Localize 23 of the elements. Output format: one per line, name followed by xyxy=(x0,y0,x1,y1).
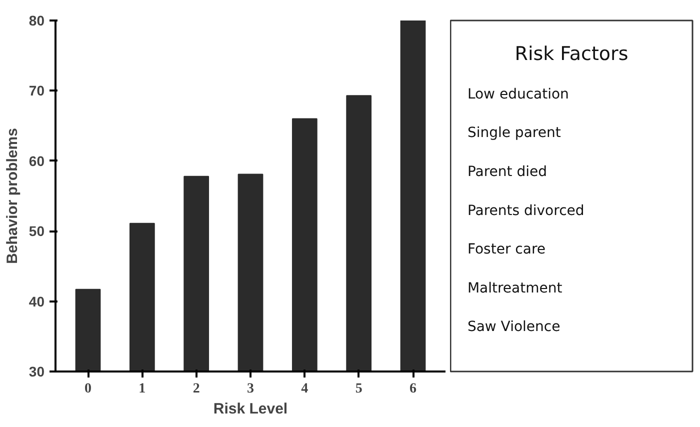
y-tick-label: 80 xyxy=(28,12,45,28)
text: Saw Violence xyxy=(467,319,560,336)
y-tick-label: 50 xyxy=(28,223,45,240)
x-tick-label: 5 xyxy=(355,382,362,396)
x-tick-label: 2 xyxy=(192,382,200,396)
y-tick-label: 70 xyxy=(28,82,45,99)
x-tick-label: 1 xyxy=(138,382,146,396)
text: Single parent xyxy=(467,125,562,142)
text: Maltreatment xyxy=(467,280,563,296)
x-tick-label: 3 xyxy=(247,382,254,396)
y-tick-label: 30 xyxy=(28,364,45,380)
x-tick-label: 6 xyxy=(410,382,416,396)
y-tick-label: 40 xyxy=(28,293,45,310)
y-axis-title: Behavior problems xyxy=(4,128,21,264)
x-tick-label: 4 xyxy=(301,382,308,396)
text: Foster care xyxy=(467,242,546,258)
x-tick-label: 0 xyxy=(84,382,92,396)
text: Low education xyxy=(467,86,569,102)
x-axis-title: Risk Level xyxy=(213,400,288,418)
y-tick-label: 60 xyxy=(28,152,45,169)
text: Risk Factors xyxy=(514,42,628,65)
text: Parent died xyxy=(467,164,547,180)
text: Parents divorced xyxy=(467,202,584,219)
